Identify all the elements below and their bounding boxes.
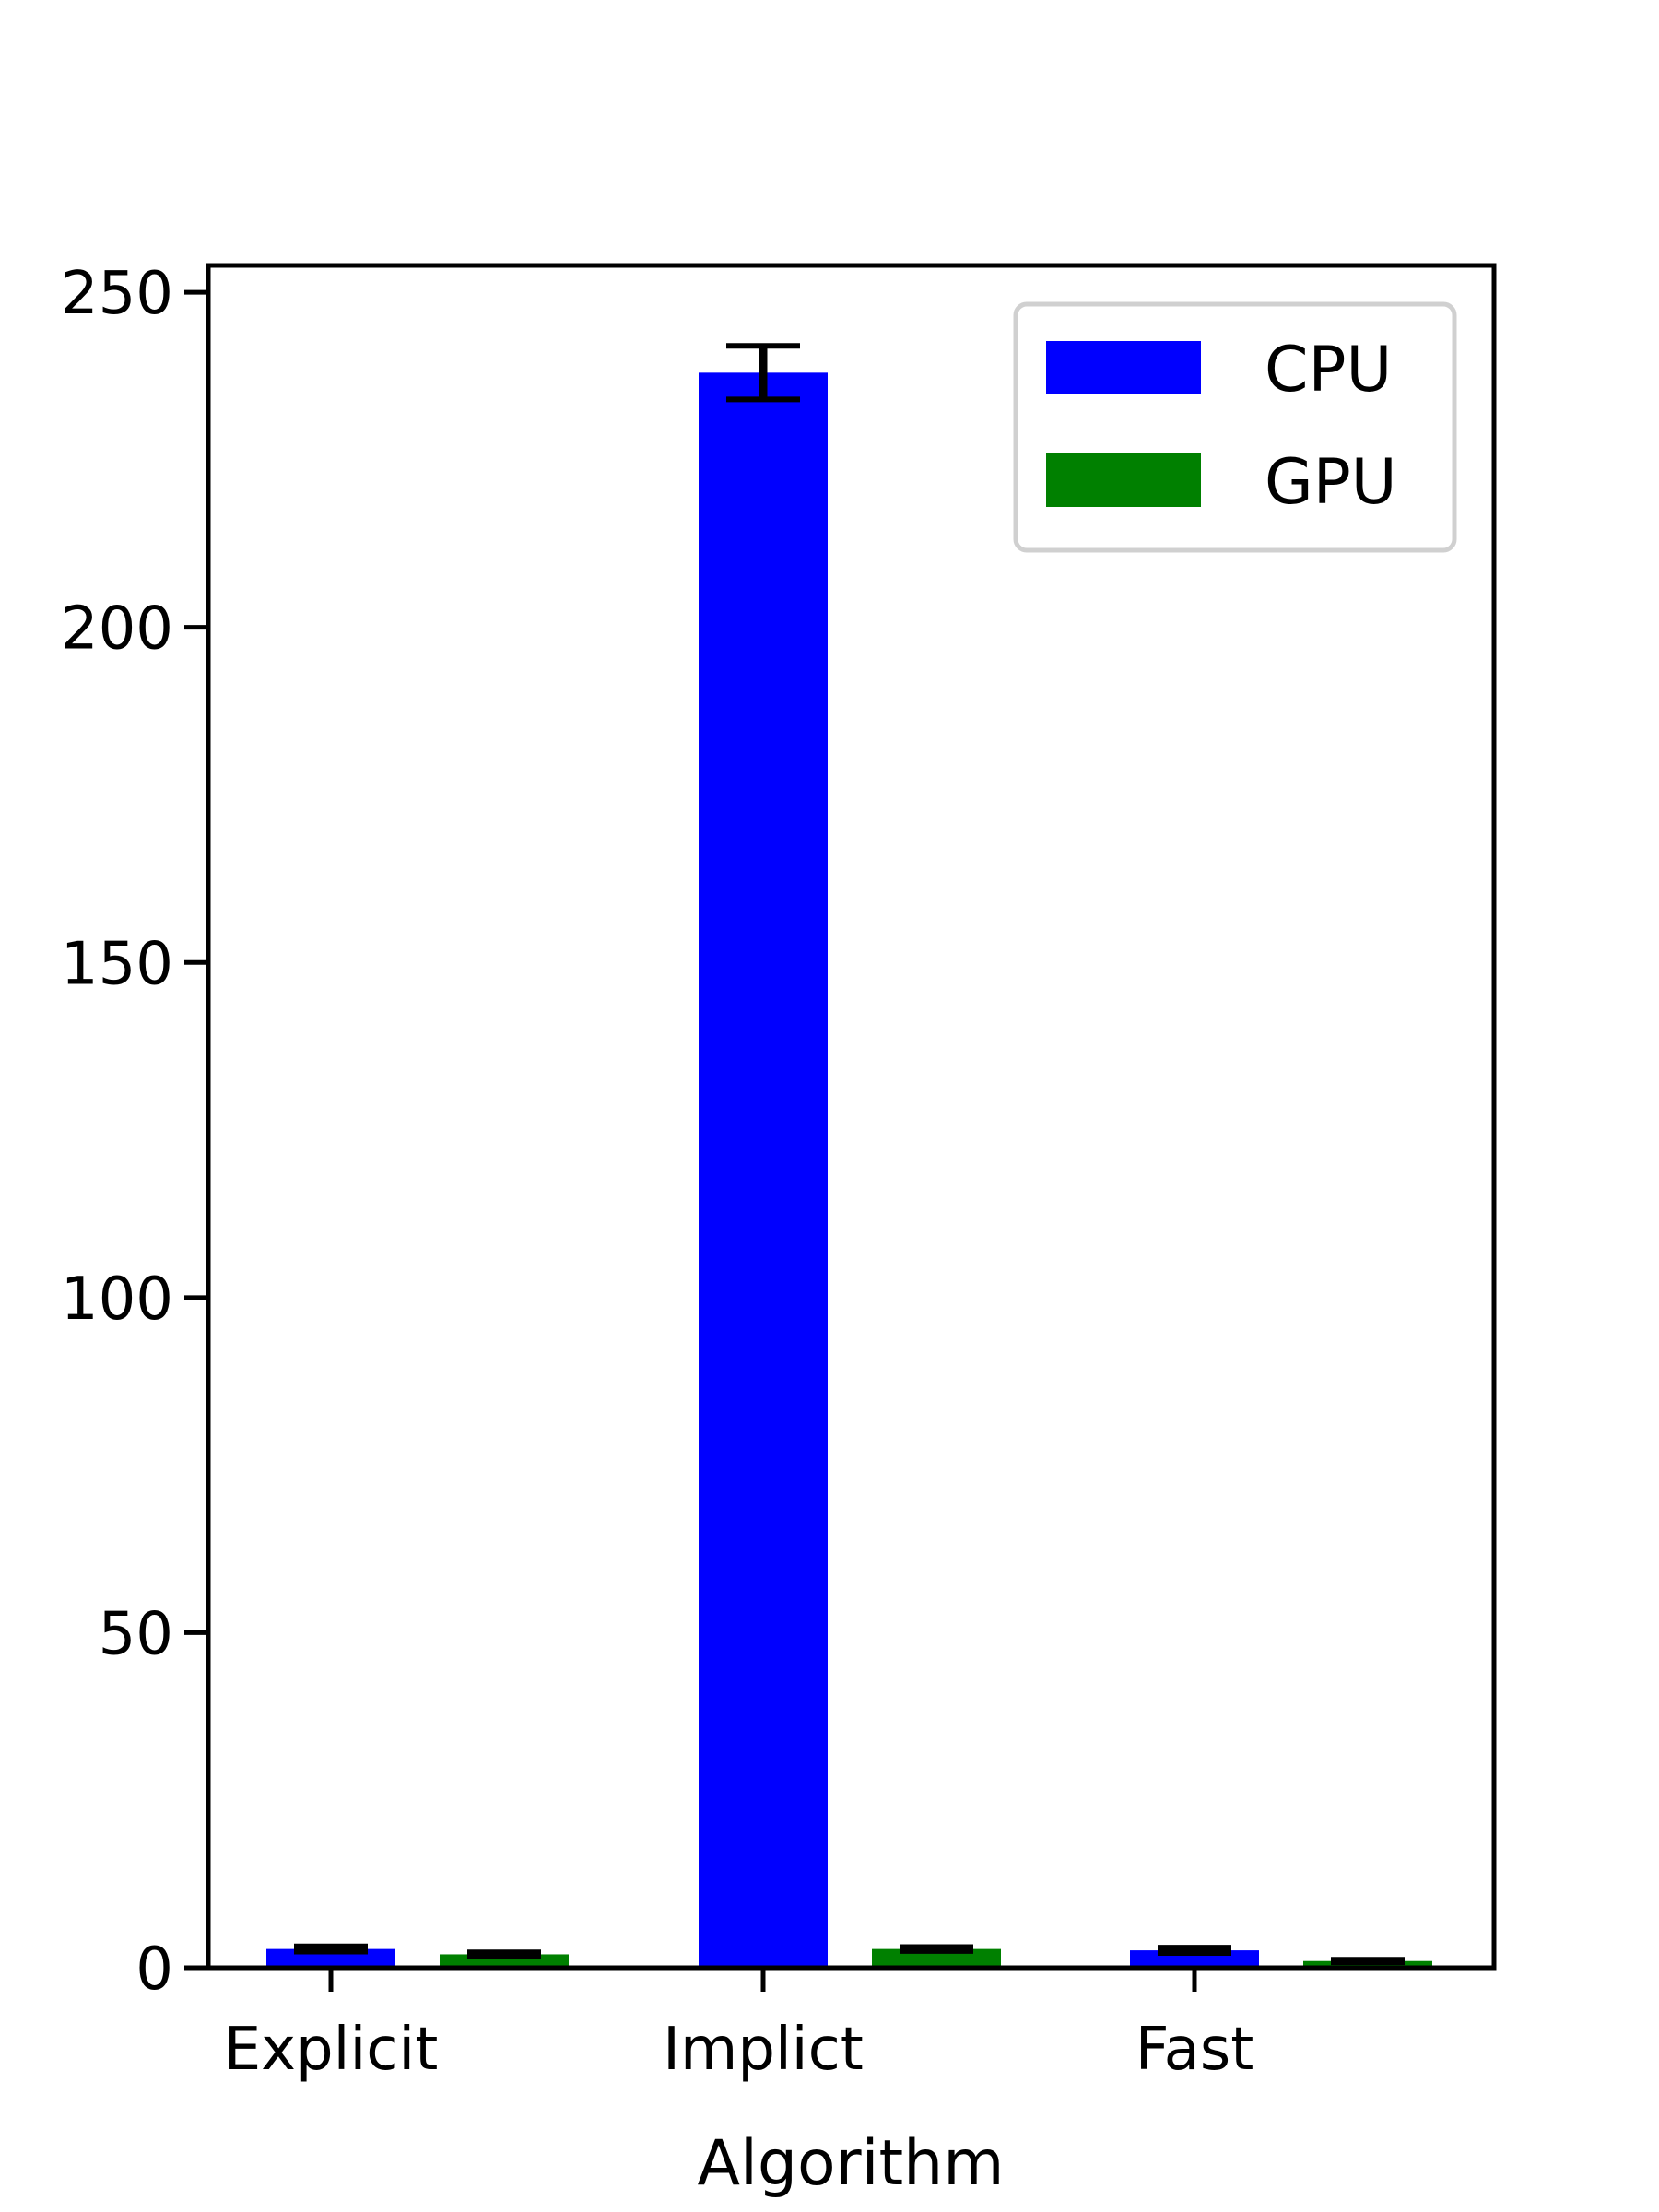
y-tick-label-50: 50 [99,1600,173,1668]
bar-cpu-implict [699,372,828,1969]
plot-frame [206,263,1497,1971]
x-tick-label-fast: Fast [1135,2016,1254,2084]
x-axis: Explicit Implict Fast [224,1968,1254,2084]
error-bar-gpu-explicit [467,1949,541,1959]
y-tick-label-0: 0 [135,1936,173,2004]
error-bar-cpu-fast [1158,1945,1231,1957]
legend-swatch-cpu [1046,341,1201,394]
error-bar-gpu-fast [1331,1957,1405,1966]
error-bar-cpu-explicit [294,1943,368,1955]
y-axis: 0 50 100 150 200 250 [61,260,208,2004]
errorbars-layer [294,343,1405,1966]
legend: CPU GPU [1013,301,1457,553]
error-bar-gpu-implict [900,1944,973,1954]
x-tick-label-implict: Implict [663,2016,864,2084]
x-axis-title: Algorithm [697,2127,1004,2200]
y-tick-label-250: 250 [61,260,173,328]
bars-layer [266,372,1432,1969]
legend-swatch-gpu [1046,453,1201,507]
legend-label-gpu: GPU [1265,446,1396,519]
x-tick-label-explicit: Explicit [224,2016,439,2084]
legend-label-cpu: CPU [1265,334,1392,406]
error-bar-cpu-implict [726,343,800,403]
y-tick-label-200: 200 [61,595,173,664]
y-tick-label-100: 100 [61,1265,173,1334]
y-tick-label-150: 150 [61,930,173,998]
legend-items: CPU GPU [1046,334,1396,519]
